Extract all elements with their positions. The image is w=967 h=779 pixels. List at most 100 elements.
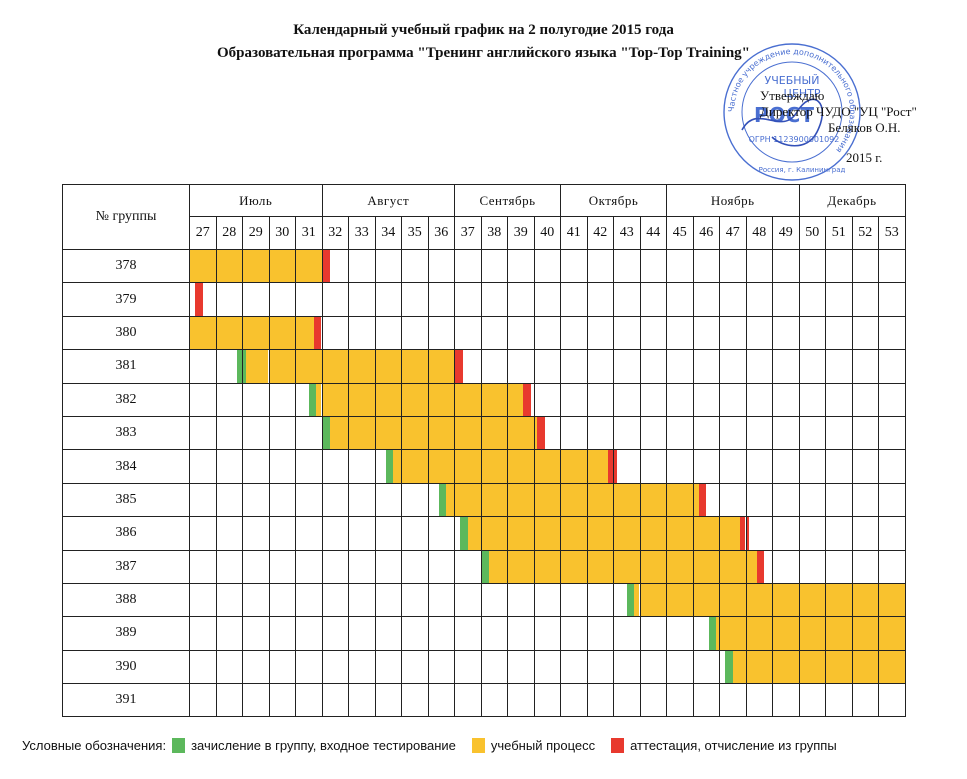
week-cell	[533, 516, 561, 551]
week-cell	[798, 382, 826, 417]
week-cell	[533, 582, 561, 618]
page-subtitle: Образовательная программа "Тренинг англи…	[217, 45, 750, 61]
schedule-exam-mark	[523, 383, 531, 416]
week-cell	[851, 415, 879, 451]
week-cell	[242, 549, 270, 584]
week-cell	[719, 415, 747, 451]
week-cell	[507, 482, 535, 518]
week-cell	[401, 582, 429, 618]
week-cell	[692, 248, 720, 284]
schedule-enroll-mark	[236, 350, 242, 383]
week-cell	[851, 549, 879, 584]
week-number: 27	[189, 216, 217, 250]
week-cell	[878, 282, 906, 317]
week-cell	[798, 616, 826, 651]
week-cell	[613, 449, 641, 484]
week-cell	[215, 549, 243, 584]
schedule-enroll-mark	[460, 517, 468, 550]
week-cell	[692, 582, 720, 618]
group-number: 388	[62, 582, 190, 618]
week-number: 45	[666, 216, 694, 250]
week-cell	[374, 649, 402, 685]
table-row: 390	[62, 649, 906, 685]
schedule-study-mark	[587, 483, 613, 517]
schedule-study-mark	[773, 650, 799, 684]
week-cell	[560, 382, 588, 417]
week-cell	[321, 248, 349, 284]
week-cell	[321, 282, 349, 317]
week-cell	[268, 616, 296, 651]
week-cell	[454, 449, 482, 484]
week-cell	[268, 482, 296, 518]
week-cell	[772, 415, 800, 451]
schedule-study-mark	[190, 250, 216, 283]
week-cell	[374, 382, 402, 417]
week-cell	[666, 282, 694, 317]
week-cell	[242, 482, 270, 518]
schedule-study-mark	[746, 617, 772, 650]
week-cell	[321, 449, 349, 484]
week-cell	[215, 616, 243, 651]
week-cell	[480, 315, 508, 351]
week-cell	[427, 649, 455, 685]
week-cell	[480, 415, 508, 451]
schedule-study-mark	[614, 517, 640, 550]
schedule-study-mark	[534, 517, 560, 550]
week-cell	[242, 516, 270, 551]
week-cell	[454, 549, 482, 584]
week-cell	[215, 349, 243, 384]
schedule-study-mark	[508, 517, 534, 550]
schedule-enroll-mark	[708, 617, 717, 650]
schedule-study-mark	[587, 550, 613, 583]
group-number: 385	[62, 482, 190, 518]
schedule-study-mark	[455, 416, 481, 450]
schedule-study-mark	[243, 316, 269, 350]
week-cell	[507, 683, 535, 718]
week-cell	[401, 482, 429, 518]
week-number: 34	[374, 216, 402, 250]
schedule-study-mark	[640, 517, 666, 550]
week-cell	[825, 616, 853, 651]
schedule-study-mark	[732, 650, 746, 684]
week-cell	[878, 415, 906, 451]
week-cell	[401, 649, 429, 685]
schedule-study-mark	[269, 250, 295, 283]
week-cell	[507, 549, 535, 584]
schedule-study-mark	[614, 483, 640, 517]
week-cell	[560, 549, 588, 584]
week-number: 37	[454, 216, 482, 250]
week-cell	[825, 349, 853, 384]
week-cell	[215, 415, 243, 451]
week-cell	[586, 482, 614, 518]
group-number: 382	[62, 382, 190, 417]
schedule-study-mark	[561, 517, 587, 550]
week-cell	[878, 616, 906, 651]
week-cell	[745, 382, 773, 417]
week-cell	[560, 582, 588, 618]
schedule-study-mark	[243, 250, 269, 283]
schedule-exam-mark	[455, 350, 463, 383]
week-cell	[719, 582, 747, 618]
schedule-study-mark	[375, 350, 401, 383]
seal-bottom-text: Россия, г. Калининград	[759, 166, 846, 174]
week-cell	[851, 382, 879, 417]
group-column-header: № группы	[62, 184, 190, 250]
week-cell	[639, 582, 667, 618]
week-cell	[639, 415, 667, 451]
legend-study-label: учебный процесс	[490, 738, 596, 753]
week-cell	[745, 549, 773, 584]
schedule-study-mark	[402, 450, 428, 483]
week-cell	[692, 349, 720, 384]
week-cell	[745, 683, 773, 718]
schedule-study-mark	[587, 517, 613, 550]
week-cell	[719, 315, 747, 351]
week-cell	[878, 449, 906, 484]
week-cell	[719, 349, 747, 384]
schedule-study-mark	[269, 316, 295, 350]
week-cell	[772, 516, 800, 551]
week-cell	[772, 482, 800, 518]
week-cell	[507, 382, 535, 417]
schedule-study-mark	[773, 583, 799, 617]
schedule-study-mark	[826, 583, 852, 617]
week-cell	[374, 482, 402, 518]
